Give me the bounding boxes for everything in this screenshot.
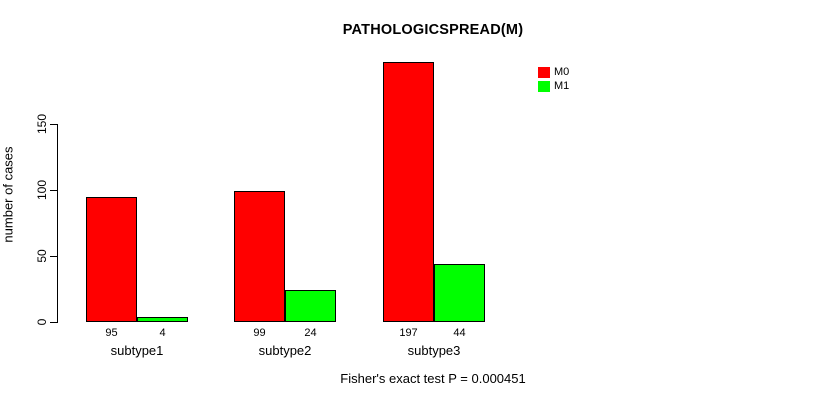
bar-m0-subtype1 bbox=[86, 197, 137, 322]
y-tick-label: 150 bbox=[35, 113, 49, 135]
y-tick bbox=[50, 322, 57, 323]
bar-m1-subtype2 bbox=[285, 290, 336, 322]
y-tick-label: 50 bbox=[35, 249, 49, 263]
category-label-subtype2: subtype2 bbox=[258, 343, 312, 358]
bar-value-label: 44 bbox=[453, 327, 466, 339]
legend-swatch-m1 bbox=[538, 80, 550, 92]
category-label-subtype1: subtype1 bbox=[110, 343, 164, 358]
bar-value-label: 24 bbox=[304, 327, 317, 339]
chart-title: PATHOLOGICSPREAD(M) bbox=[342, 22, 524, 38]
bar-value-label: 4 bbox=[159, 327, 166, 339]
legend-swatch-m0 bbox=[538, 67, 550, 79]
bar-m1-subtype3 bbox=[434, 264, 485, 322]
y-tick bbox=[50, 190, 57, 191]
y-tick bbox=[50, 256, 57, 257]
legend-label: M1 bbox=[554, 79, 570, 92]
category-label-subtype3: subtype3 bbox=[407, 343, 461, 358]
bar-m0-subtype2 bbox=[234, 191, 285, 322]
bar-value-label: 197 bbox=[399, 327, 418, 339]
bar-value-label: 99 bbox=[253, 327, 266, 339]
bar-m1-subtype1 bbox=[137, 317, 188, 322]
legend-row-m0: M0 bbox=[538, 66, 569, 80]
legend-row-m1: M1 bbox=[538, 80, 569, 94]
bar-value-label: 95 bbox=[105, 327, 118, 339]
legend-label: M0 bbox=[554, 66, 570, 79]
y-tick-label: 0 bbox=[35, 318, 49, 326]
legend: M0 M1 bbox=[538, 66, 569, 93]
y-axis-label: number of cases bbox=[0, 146, 16, 243]
y-axis-line bbox=[57, 124, 58, 323]
y-tick-label: 100 bbox=[35, 179, 49, 201]
bar-m0-subtype3 bbox=[383, 62, 434, 322]
y-tick bbox=[50, 124, 57, 125]
annotation-fishers-test: Fisher's exact test P = 0.000451 bbox=[340, 371, 526, 386]
